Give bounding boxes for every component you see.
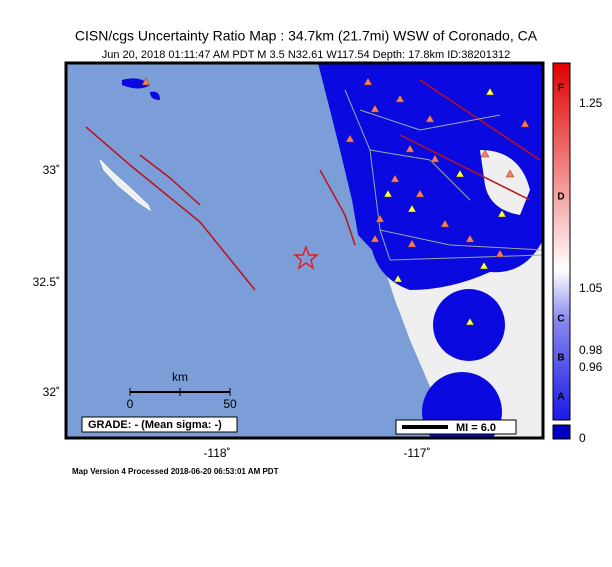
map-frame — [64, 61, 545, 440]
colorbar-value: 1.25 — [579, 96, 603, 110]
grade-label: F — [558, 83, 564, 94]
lon-label: -118˚ — [203, 446, 230, 460]
lon-label: -117˚ — [403, 446, 430, 460]
island — [122, 78, 160, 100]
gap — [480, 150, 530, 215]
grade-label: A — [557, 392, 564, 403]
mi-text: MI = 6.0 — [456, 422, 496, 434]
lat-label: 32˚ — [43, 385, 60, 399]
grade-text: GRADE: - (Mean sigma: -) — [88, 419, 222, 431]
colorbar — [552, 62, 571, 421]
faults — [85, 79, 541, 291]
subtitle: Jun 20, 2018 01:11:47 AM PDT M 3.5 N32.6… — [102, 49, 510, 61]
map: km 0 50 GRADE: - (Mean sigma: -) MI = 6.… — [66, 63, 543, 438]
coverage — [422, 372, 502, 438]
mi-box — [395, 419, 517, 435]
grade-label: B — [557, 353, 564, 364]
scale-unit: km — [172, 370, 188, 384]
stations-yellow — [383, 87, 507, 326]
colorbar-value: 0.96 — [579, 360, 603, 374]
stations — [141, 77, 530, 258]
scale-start: 0 — [127, 397, 134, 411]
scale-bar: km 0 50 — [127, 370, 237, 411]
island — [99, 159, 152, 212]
title: CISN/cgs Uncertainty Ratio Map : 34.7km … — [75, 28, 538, 44]
roads — [344, 89, 543, 261]
footer: Map Version 4 Processed 2018-06-20 06:53… — [72, 467, 279, 476]
scale-end: 50 — [223, 397, 237, 411]
grade-box — [81, 416, 238, 433]
coverage — [318, 63, 543, 290]
lat-label: 32.5˚ — [33, 275, 60, 289]
colorbar-value: 0.98 — [579, 343, 603, 357]
colorbar-value: 1.05 — [579, 281, 603, 295]
grade-label: C — [557, 314, 564, 325]
colorbar-zero — [552, 424, 571, 440]
epicenter — [292, 244, 320, 270]
grade-label: D — [557, 192, 564, 203]
colorbar-value: 0 — [579, 431, 586, 445]
lat-label: 33˚ — [43, 163, 60, 177]
